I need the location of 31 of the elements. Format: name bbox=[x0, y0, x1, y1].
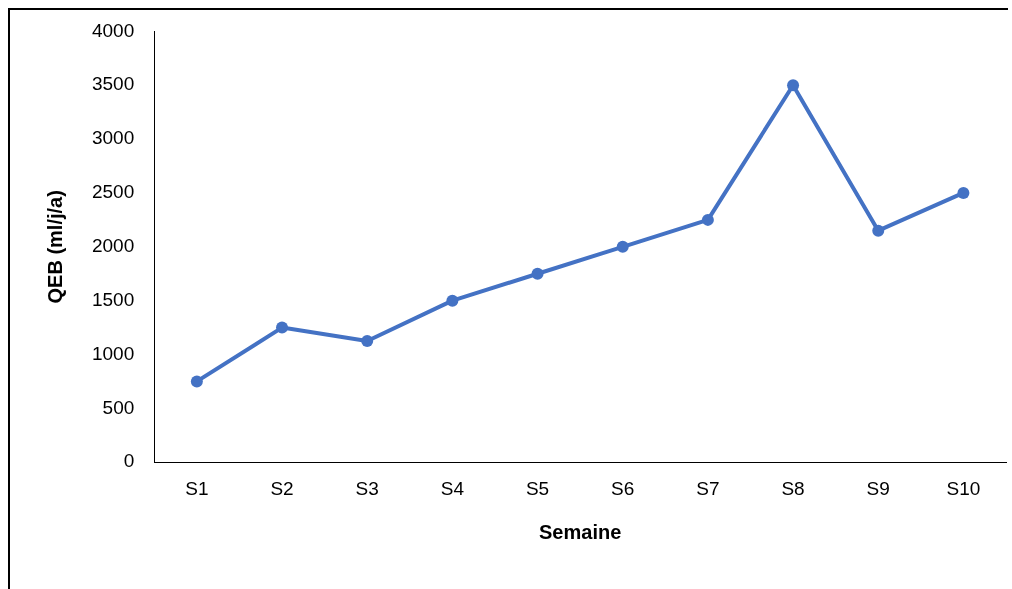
y-tick-label: 500 bbox=[102, 396, 135, 418]
x-tick-label: S9 bbox=[866, 477, 890, 499]
point bbox=[701, 213, 714, 226]
x-tick-label: S1 bbox=[185, 477, 209, 499]
x-tick-label: S3 bbox=[355, 477, 379, 499]
y-tick-label: 3000 bbox=[91, 127, 135, 149]
point bbox=[446, 294, 459, 307]
point bbox=[872, 224, 885, 237]
point bbox=[957, 186, 970, 199]
point bbox=[190, 375, 203, 388]
y-tick-label: 1500 bbox=[91, 288, 135, 310]
x-axis-title: Semaine bbox=[539, 520, 622, 543]
point bbox=[531, 267, 544, 280]
y-axis-title: QEB (ml/j/a) bbox=[43, 190, 66, 304]
y-tick-label: 2500 bbox=[91, 181, 135, 203]
y-tick-label: 0 bbox=[123, 450, 135, 472]
x-tick-label: S7 bbox=[696, 477, 720, 499]
y-tick-label: 1000 bbox=[91, 342, 135, 364]
point bbox=[361, 335, 374, 348]
x-tick-label: S5 bbox=[525, 477, 550, 499]
x-tick-label: S4 bbox=[440, 477, 465, 499]
y-tick-label: 2000 bbox=[91, 235, 135, 257]
x-tick-label: S6 bbox=[611, 477, 635, 499]
point bbox=[787, 79, 800, 92]
x-tick-label: S2 bbox=[270, 477, 294, 499]
y-tick-label: 3500 bbox=[91, 73, 135, 95]
point bbox=[276, 321, 289, 334]
y-tick-label: 4000 bbox=[91, 19, 135, 41]
x-tick-label: S10 bbox=[946, 477, 981, 499]
point bbox=[616, 240, 629, 253]
x-tick-label: S8 bbox=[781, 477, 805, 499]
